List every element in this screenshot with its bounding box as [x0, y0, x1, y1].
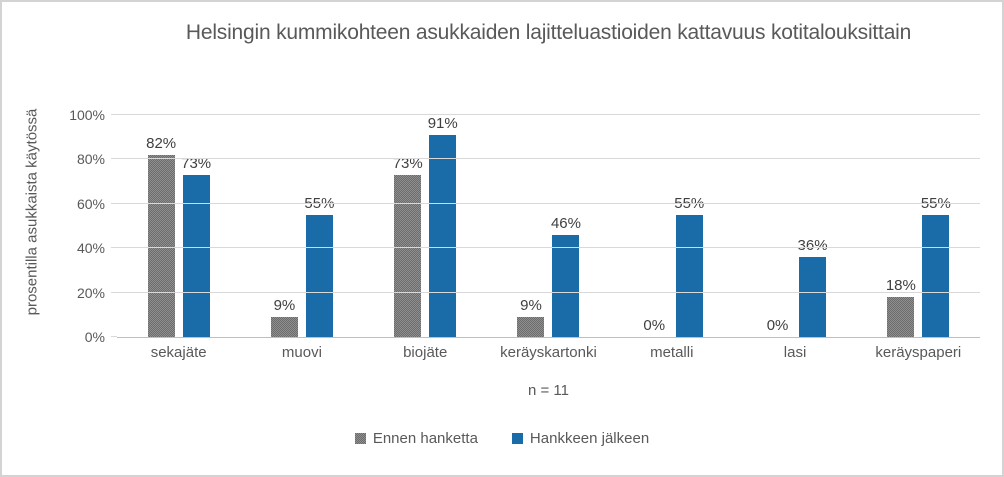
gridline-80	[117, 158, 980, 160]
bar-series1-1: 55%	[304, 195, 334, 337]
bar-series1-2: 91%	[428, 115, 458, 337]
bar-group-4: 0% 55%	[610, 115, 733, 337]
bar-series0-2: 73%	[393, 155, 423, 337]
legend-swatch-0	[354, 433, 366, 444]
gridline-100	[117, 114, 980, 115]
legend-label-0: Ennen hanketta	[372, 430, 478, 447]
gridline-60	[117, 202, 980, 204]
bar-series1-0: 73%	[181, 155, 211, 337]
data-label-series1-3: 46%	[550, 214, 581, 232]
bar-series1-6: 55%	[921, 195, 951, 337]
bar-group-6: 18% 55%	[857, 115, 980, 337]
x-axis-title: n = 11	[527, 382, 569, 399]
category-label-2: biojäte	[403, 344, 448, 361]
gridline-40	[117, 247, 980, 249]
data-label-series0-0: 82%	[146, 134, 177, 152]
bar-group-1: 9% 55%	[240, 115, 363, 337]
legend-swatch-1	[511, 433, 523, 444]
chart-title: Helsingin kummikohteen asukkaiden lajitt…	[117, 18, 980, 47]
data-label-series0-6: 18%	[885, 277, 916, 295]
category-label-3: keräyskartonki	[500, 344, 597, 361]
bar-groups: 82% 73% 9% 55% 73% 91% 9% 46% 0% 55% 0% 36% 18% 55%	[117, 115, 980, 337]
y-tick-mark-60	[111, 202, 117, 204]
data-label-series0-4: 0%	[643, 317, 666, 334]
category-label-0: sekajäte	[150, 344, 207, 361]
y-tick-mark-20	[111, 291, 117, 293]
data-label-series0-1: 9%	[273, 297, 296, 315]
y-tick-label-80: 80%	[76, 151, 105, 168]
legend: Ennen hanketta Hankkeen jälkeen	[2, 430, 1002, 447]
data-label-series0-3: 9%	[520, 297, 542, 315]
data-label-series1-5: 36%	[797, 237, 828, 255]
bar-series1-5: 36%	[798, 237, 828, 337]
bar-series1-4: 55%	[674, 195, 704, 337]
plot-area: 82% 73% 9% 55% 73% 91% 9% 46% 0% 55% 0% 36% 18% 55% 0…	[69, 107, 980, 345]
data-label-series1-2: 91%	[427, 114, 458, 132]
legend-item-1: Hankkeen jälkeen	[511, 430, 650, 447]
category-label-1: muovi	[281, 344, 322, 361]
bar-series0-6: 18%	[886, 277, 916, 337]
bar-group-5: 0% 36%	[733, 115, 856, 337]
legend-label-1: Hankkeen jälkeen	[529, 430, 650, 447]
y-tick-label-40: 40%	[76, 240, 105, 257]
y-tick-mark-0	[111, 336, 117, 337]
gridline-20	[117, 291, 980, 293]
y-tick-label-100: 100%	[69, 107, 105, 123]
category-label-6: keräyspaperi	[875, 344, 962, 361]
bar-series0-0: 82%	[146, 135, 176, 337]
bar-group-2: 73% 91%	[364, 115, 487, 337]
y-tick-label-60: 60%	[76, 195, 105, 212]
chart-title-text: Helsingin kummikohteen asukkaiden lajitt…	[185, 21, 912, 44]
data-label-series0-5: 0%	[766, 317, 789, 334]
bar-group-0: 82% 73%	[117, 115, 240, 337]
bar-series0-3: 9%	[517, 297, 545, 337]
y-tick-mark-80	[111, 158, 117, 160]
x-axis-category-labels: sekajäte muovi biojäte keräyskartonki metall…	[117, 344, 980, 361]
y-tick-label-0: 0%	[84, 329, 105, 345]
bar-series1-3: 46%	[551, 215, 581, 337]
category-label-5: lasi	[783, 344, 807, 361]
y-tick-mark-40	[111, 247, 117, 249]
y-tick-label-20: 20%	[76, 284, 105, 301]
category-label-4: metalli	[650, 344, 694, 361]
legend-item-0: Ennen hanketta	[354, 430, 478, 447]
bar-group-3: 9% 46%	[487, 115, 610, 337]
y-tick-mark-100	[111, 114, 117, 115]
y-axis-title: prosentilla asukkaista käytössä	[23, 108, 41, 316]
bar-series0-1: 9%	[270, 297, 298, 337]
